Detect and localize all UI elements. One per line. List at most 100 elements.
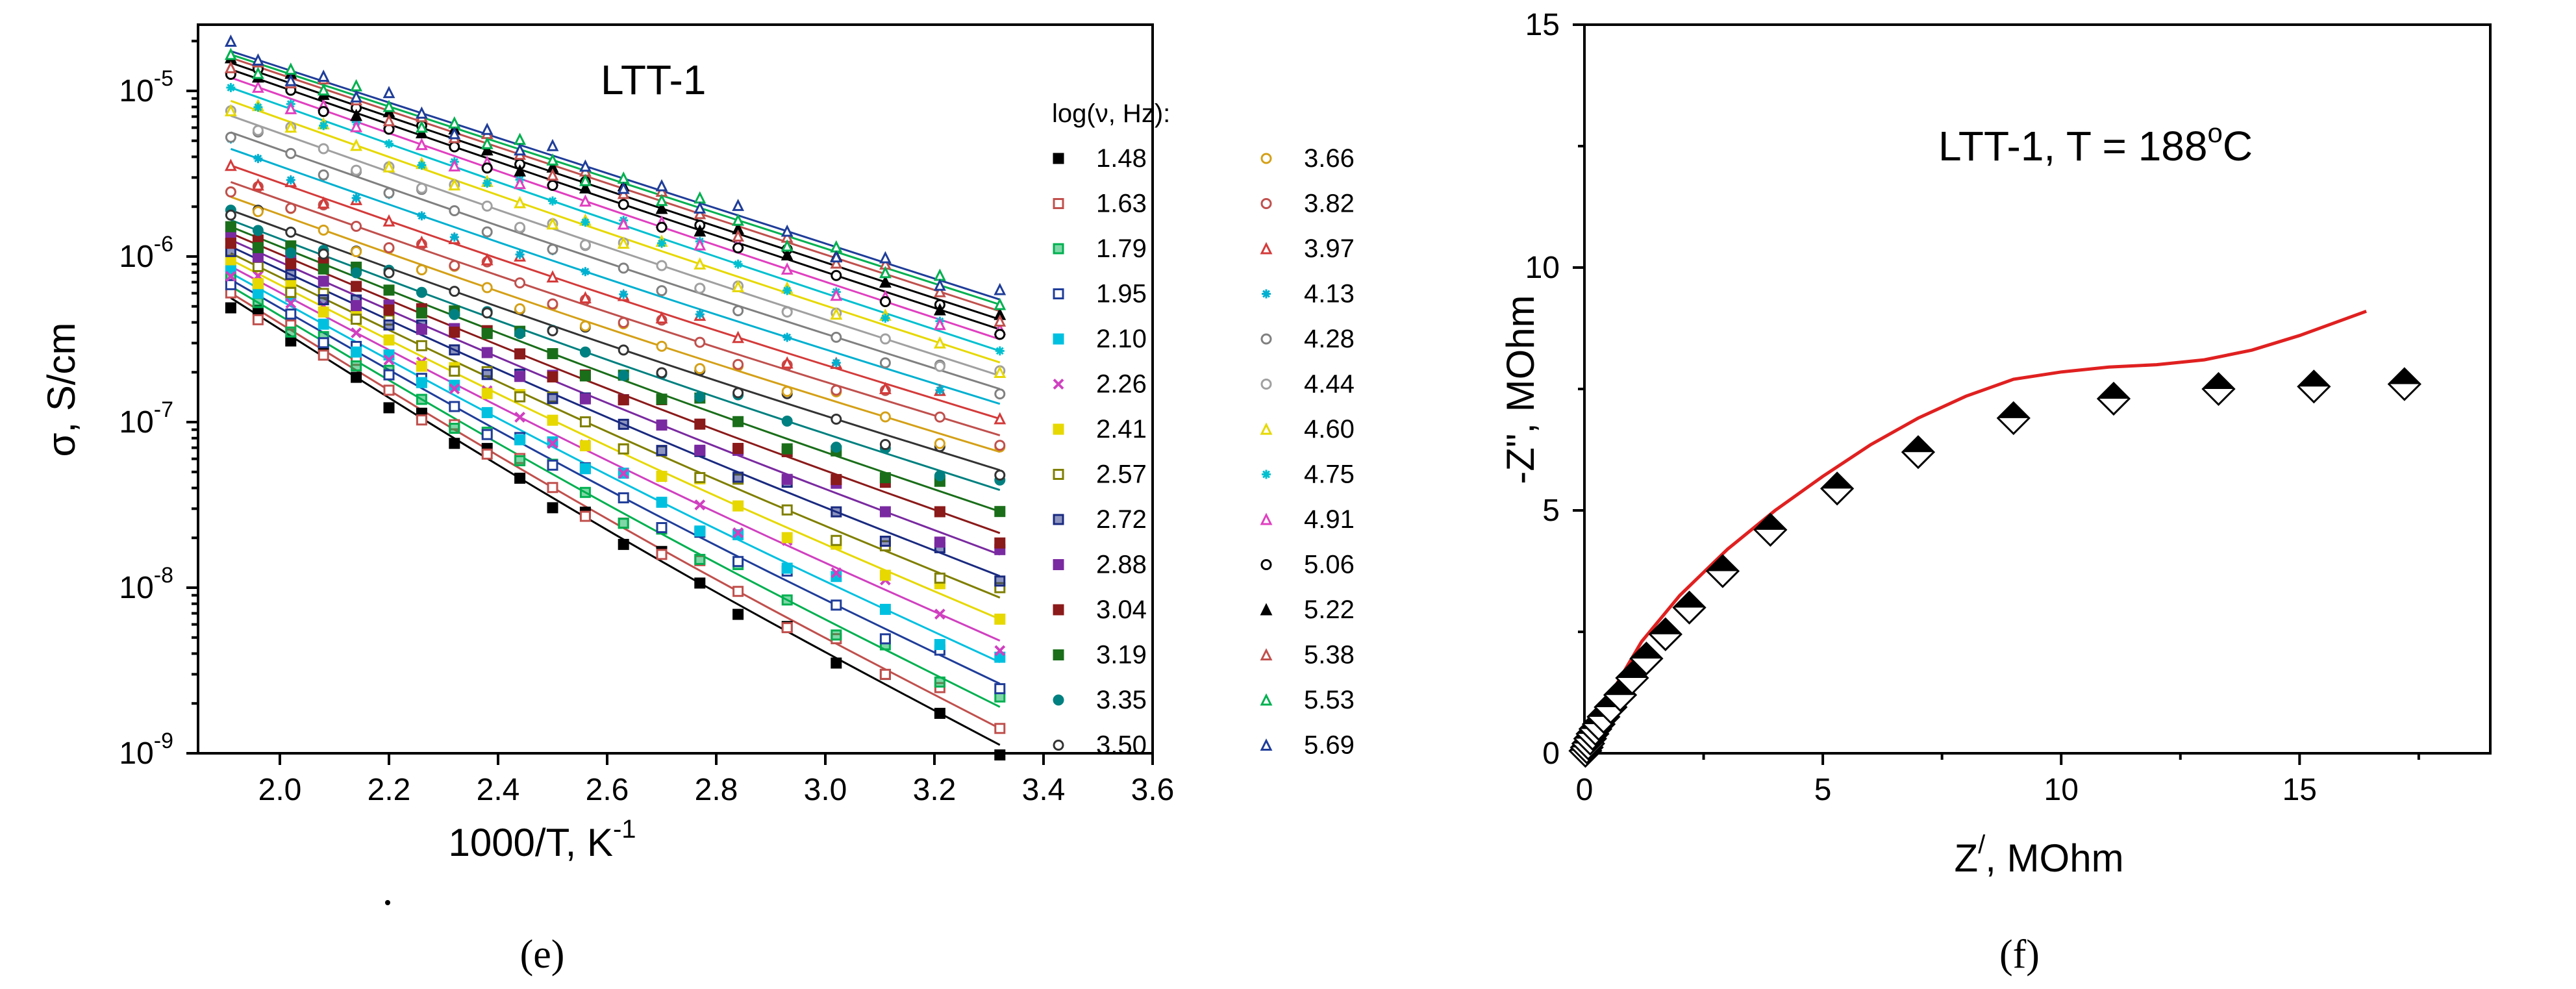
panel-e-data-point (546, 217, 559, 230)
panel-e-data-point (579, 159, 592, 172)
panel-e-data-point (252, 260, 264, 272)
panel-e-data-point (449, 232, 459, 242)
panel-e-data-point (579, 510, 591, 522)
panel-e-data-point (448, 178, 461, 191)
panel-e-legend-marker (1260, 693, 1273, 706)
panel-e-data-point (934, 360, 945, 372)
panel-e-legend-label: 5.53 (1304, 686, 1355, 714)
panel-e-data-point (383, 304, 395, 316)
panel-e-data-point (514, 277, 526, 289)
panel-e-data-point (482, 179, 492, 188)
panel-e-data-point (732, 471, 744, 483)
panel-e-data-point (618, 418, 629, 430)
panel-e-data-point (514, 177, 527, 190)
panel-e-data-point (732, 331, 745, 344)
panel-e-data-point (879, 570, 891, 581)
panel-e-data-point (694, 257, 707, 270)
panel-e-data-point (579, 239, 591, 251)
panel-f-marker-fill (1616, 662, 1648, 679)
panel-e-data-point (449, 141, 460, 153)
panel-e-legend-marker (1260, 422, 1273, 435)
panel-e-data-point (251, 81, 264, 93)
panel-e-data-point (732, 500, 744, 512)
panel-e-legend-marker (1053, 153, 1064, 164)
panel-e-data-point (383, 384, 395, 396)
panel-e-data-point (994, 537, 1006, 549)
panel-e-data-point (879, 275, 892, 288)
panel-e-data-point (617, 171, 630, 184)
panel-f-ytick-label: 0 (1542, 736, 1560, 771)
panel-e-data-point (284, 102, 297, 114)
panel-e-data-point (225, 186, 236, 198)
panel-e-data-point (617, 217, 630, 230)
panel-e-title: LTT-1 (601, 56, 706, 103)
panel-e-data-point (415, 106, 428, 119)
panel-e-legend-marker (1260, 242, 1273, 255)
panel-e-data-point (781, 248, 794, 260)
panel-e-data-point (831, 657, 842, 669)
panel-e-legend-marker (1053, 333, 1064, 345)
panel-e-legend-marker (1260, 379, 1272, 390)
panel-e-data-point (617, 181, 630, 194)
panel-e-data-point (351, 246, 362, 258)
panel-e-data-point (995, 346, 1005, 356)
panel-e-data-point (547, 459, 558, 471)
panel-e-data-point (382, 86, 395, 99)
panel-e-data-point (481, 200, 493, 212)
panel-e-fit-line (230, 258, 1001, 620)
panel-e-xlabel: 1000/T, K-1 (448, 815, 636, 864)
panel-e-data-point (579, 173, 592, 186)
panel-e-data-point (657, 238, 666, 248)
panel-e-xtick-label: 2.0 (258, 773, 302, 807)
panel-e-data-point (656, 445, 668, 457)
panel-f-marker-fill (2388, 368, 2420, 384)
panel-e-data-point (732, 213, 745, 226)
panel-e-legend-label: 2.41 (1096, 415, 1147, 444)
panel-e-data-point (656, 471, 668, 482)
panel-e-data-point (579, 291, 592, 304)
panel-e-data-point (935, 385, 945, 395)
panel-e-data-point (781, 239, 794, 252)
panel-e-data-point (284, 62, 297, 75)
panel-e-data-point (579, 346, 591, 358)
panel-e-data-point (831, 384, 842, 396)
panel-e-data-point (655, 201, 668, 214)
panel-e-data-point (481, 226, 493, 238)
panel-e-data-point (547, 502, 558, 514)
panel-e-xtick-label: 2.6 (586, 773, 629, 807)
panel-e-data-point (547, 371, 558, 382)
panel-e-data-point (251, 66, 264, 79)
panel-e-ytick-label: 10-7 (119, 397, 173, 440)
panel-f-marker-fill (1707, 555, 1738, 571)
panel-e-data-point (383, 334, 395, 346)
panel-e-data-point (694, 525, 706, 537)
panel-e-data-point (879, 333, 891, 345)
panel-e-data-point (416, 323, 427, 335)
panel-e-data-point (350, 119, 363, 132)
panel-e-data-point (225, 302, 236, 314)
panel-e-data-point (782, 286, 792, 295)
panel-e-data-point (448, 127, 461, 140)
panel-e: 2.0 2.2 2.4 2.6 2.8 3.0 3.2 3.4 3.6 10-5 10-6 10-7… (40, 23, 1355, 864)
panel-e-data-point (781, 262, 794, 275)
panel-e-data-point (694, 444, 706, 456)
panel-e-legend-marker (1053, 469, 1064, 480)
panel-e-data-point (225, 131, 236, 143)
panel-e-data-point (831, 534, 842, 546)
panel-e-data-point (318, 294, 329, 306)
panel-e-data-point (732, 608, 744, 620)
panel-e-legend-label: 4.91 (1304, 505, 1355, 534)
panel-e-data-point (546, 153, 559, 166)
panel-e-data-point (879, 535, 891, 547)
panel-e-xtick-label: 2.2 (368, 773, 411, 807)
panel-e-data-point (879, 382, 892, 394)
panel-e-data-point (252, 251, 264, 263)
panel-e-ytick-label: 10-9 (119, 729, 173, 771)
panel-f-marker-fill (1631, 643, 1662, 659)
panel-e-legend-marker (1260, 738, 1273, 751)
panel-f-marker-fill (2097, 382, 2129, 399)
panel-e-data-point (781, 386, 793, 397)
panel-e-data-point (285, 203, 297, 214)
panel-e-data-point (382, 114, 395, 127)
panel-e-data-point (548, 196, 557, 206)
